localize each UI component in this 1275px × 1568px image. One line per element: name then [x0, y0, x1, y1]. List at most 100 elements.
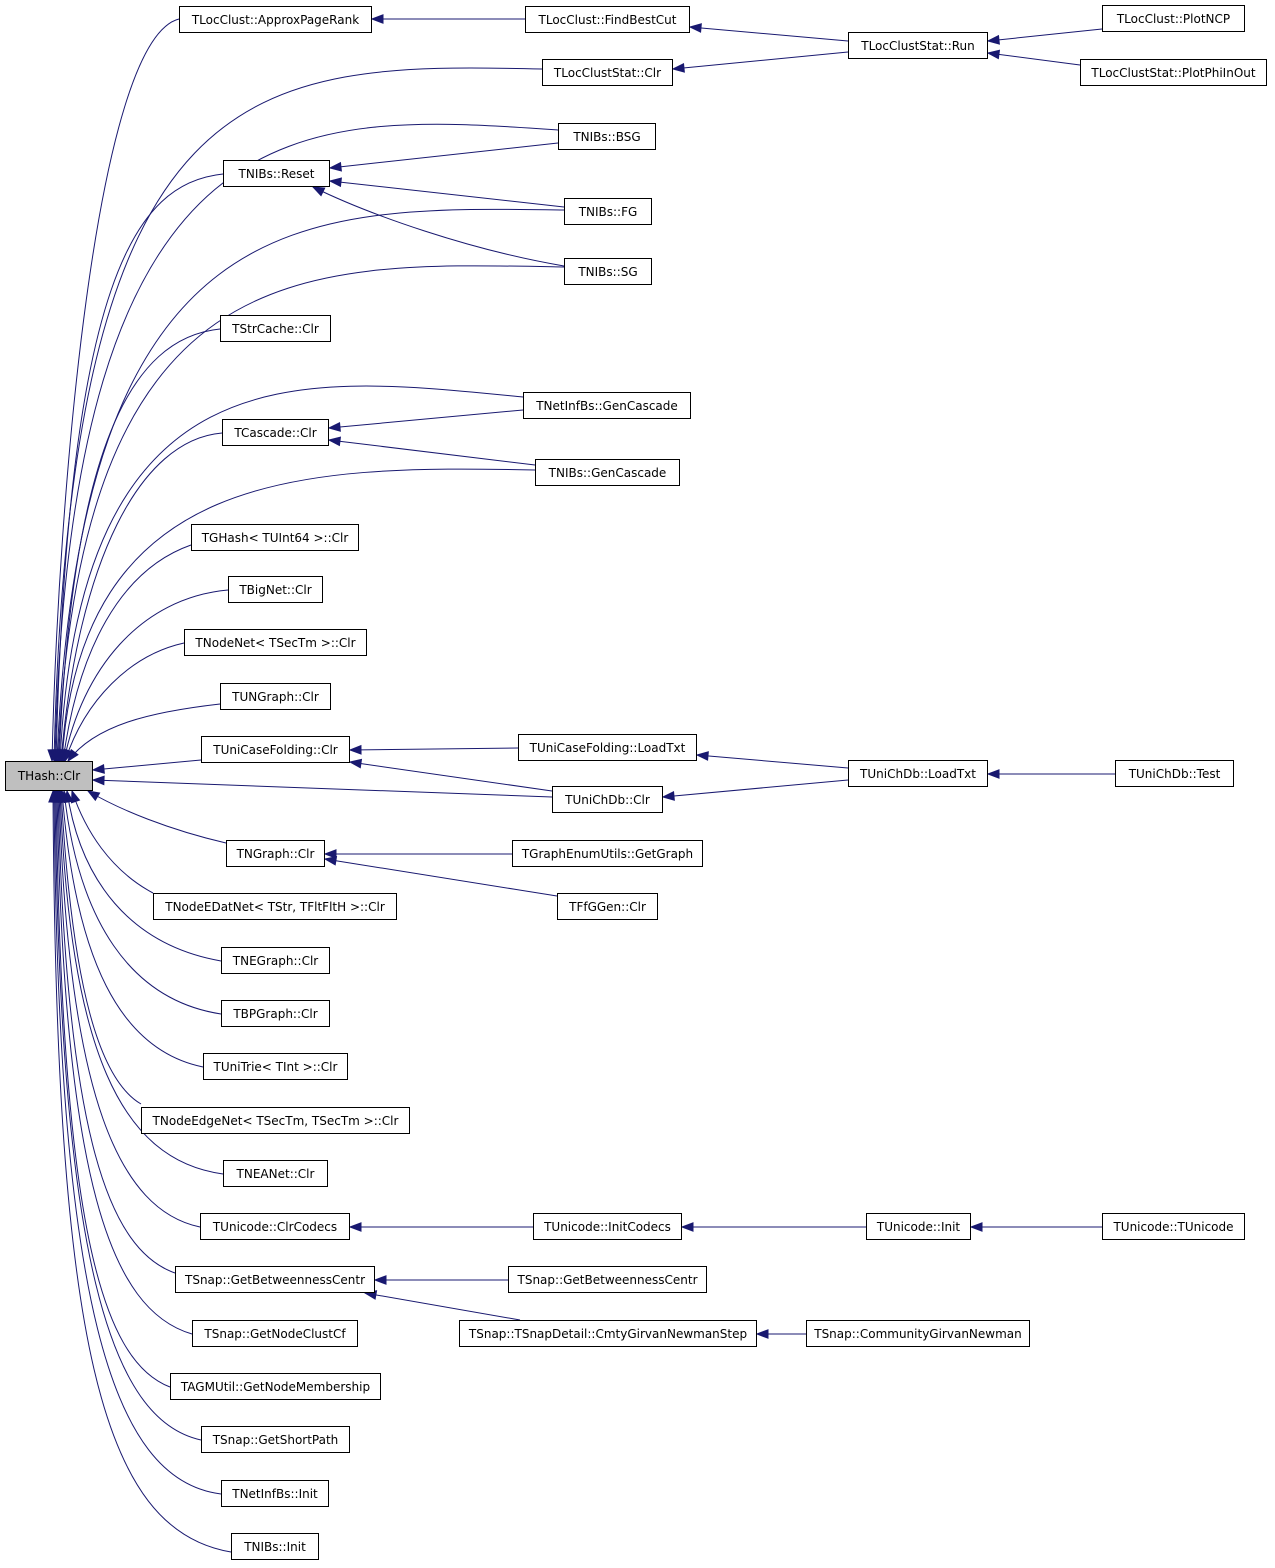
call-edge-negraph-to-root [63, 789, 222, 962]
call-edge-cmtystep-to-getbtw1 [363, 1290, 521, 1321]
call-edge-cmtygn-to-cmtystep [755, 1329, 806, 1339]
function-node-cmtystep[interactable]: TSnap::TSnapDetail::CmtyGirvanNewmanStep [459, 1320, 757, 1347]
call-edge-unicf-to-root [91, 759, 202, 774]
edge-line [71, 790, 154, 894]
call-edge-ngraph-to-root [86, 790, 227, 844]
arrow-head-icon [328, 177, 342, 188]
call-edge-nibsgen-to-root [57, 468, 536, 763]
call-edge-bsg-to-reset [328, 142, 559, 172]
edge-line [61, 790, 204, 1068]
arrow-head-icon [311, 186, 326, 197]
edge-line [60, 432, 223, 762]
arrow-head-icon [67, 748, 79, 763]
edge-line [54, 790, 202, 1441]
function-node-bignet[interactable]: TBigNet::Clr [228, 576, 323, 603]
arrow-head-icon [86, 790, 101, 802]
function-node-ungraph[interactable]: TUNGraph::Clr [220, 683, 331, 710]
function-node-uclrcodecs[interactable]: TUnicode::ClrCodecs [200, 1213, 350, 1240]
function-node-ngraph[interactable]: TNGraph::Clr [226, 840, 325, 867]
edge-line [58, 328, 221, 762]
function-node-lcsclr[interactable]: TLocClustStat::Clr [542, 59, 673, 86]
arrow-head-icon [688, 23, 702, 33]
call-edge-unichdbclr-to-root [91, 775, 553, 798]
edge-line [56, 790, 193, 1335]
edge-line [672, 51, 849, 70]
function-node-fg[interactable]: TNIBs::FG [564, 198, 652, 225]
edge-line [328, 409, 524, 429]
edge-line [59, 385, 524, 762]
edge-line [324, 858, 558, 897]
arrow-head-icon [91, 775, 105, 786]
call-edge-getgraph-to-ngraph [323, 849, 512, 859]
edge-line [662, 779, 849, 798]
edge-line [329, 180, 565, 208]
edge-line [63, 790, 222, 1015]
function-node-negraph[interactable]: TNEGraph::Clr [221, 947, 330, 974]
function-node-netinfinit[interactable]: TNetInfBs::Init [221, 1480, 329, 1507]
function-node-nodenet[interactable]: TNodeNet< TSecTm >::Clr [184, 629, 367, 656]
function-node-unichdbclr[interactable]: TUniChDb::Clr [552, 786, 663, 813]
call-edge-reset-to-root [51, 173, 224, 763]
function-node-uctor[interactable]: TUnicode::TUnicode [1102, 1213, 1245, 1240]
call-edge-lcsrun-to-findbestcut [688, 23, 849, 42]
arrow-head-icon [327, 422, 341, 432]
edge-line [51, 18, 180, 762]
function-node-getbtw1[interactable]: TSnap::GetBetweennessCentr [175, 1266, 375, 1293]
function-node-unicfload[interactable]: TUniCaseFolding::LoadTxt [518, 734, 697, 761]
function-node-uinit[interactable]: TUnicode::Init [866, 1213, 971, 1240]
function-node-bpgraph[interactable]: TBPGraph::Clr [221, 1000, 330, 1027]
function-node-reset[interactable]: TNIBs::Reset [223, 160, 330, 187]
function-node-cmtygn[interactable]: TSnap::CommunityGirvanNewman [806, 1320, 1030, 1347]
function-node-ffggen[interactable]: TFfGGen::Clr [557, 893, 658, 920]
function-node-findbestcut[interactable]: TLocClust::FindBestCut [525, 6, 690, 33]
function-node-nodeedge[interactable]: TNodeEdgeNet< TSecTm, TSecTm >::Clr [141, 1107, 410, 1134]
arrow-head-icon [986, 34, 1000, 45]
call-edge-fg-to-root [52, 208, 565, 763]
function-node-unicf[interactable]: TUniCaseFolding::Clr [201, 736, 350, 763]
function-node-nodeclust[interactable]: TSnap::GetNodeClustCf [192, 1320, 358, 1347]
function-node-lcsrun[interactable]: TLocClustStat::Run [848, 32, 988, 59]
call-edge-nodeedge-to-root [56, 789, 142, 1105]
edge-line [63, 589, 229, 762]
function-node-nibsinit[interactable]: TNIBs::Init [231, 1533, 319, 1560]
edge-line [92, 779, 553, 798]
edge-line [364, 1292, 521, 1321]
call-edge-netinfgen-to-cascade [327, 409, 524, 432]
function-node-unichdbload[interactable]: TUniChDb::LoadTxt [848, 760, 988, 787]
function-node-unichdbtest[interactable]: TUniChDb::Test [1115, 760, 1234, 787]
edge-line [329, 142, 559, 169]
function-node-getbtw2[interactable]: TSnap::GetBetweennessCentr [508, 1266, 707, 1293]
function-node-plotncp[interactable]: TLocClust::PlotNCP [1102, 5, 1245, 32]
function-node-unitrie[interactable]: TUniTrie< TInt >::Clr [203, 1053, 348, 1080]
function-node-netinfgen[interactable]: TNetInfBs::GenCascade [523, 392, 691, 419]
function-node-bsg[interactable]: TNIBs::BSG [558, 123, 656, 150]
call-edge-unichdbclr-to-unicf [348, 758, 553, 792]
function-node-sg[interactable]: TNIBs::SG [564, 258, 652, 285]
arrow-head-icon [48, 789, 58, 803]
function-node-approxpr[interactable]: TLocClust::ApproxPageRank [179, 6, 372, 33]
call-edge-approxpr-to-root [47, 18, 180, 763]
edge-line [54, 123, 559, 762]
arrow-head-icon [969, 1222, 983, 1232]
function-node-shortpath[interactable]: TSnap::GetShortPath [201, 1426, 350, 1453]
arrow-head-icon [661, 791, 675, 801]
function-node-nedat[interactable]: TNodeEDatNet< TStr, TFltFltH >::Clr [153, 893, 397, 920]
function-node-agm[interactable]: TAGMUtil::GetNodeMembership [170, 1373, 381, 1400]
edge-line [59, 790, 224, 1175]
function-node-nibsgen[interactable]: TNIBs::GenCascade [535, 459, 680, 486]
function-node-getgraph[interactable]: TGraphEnumUtils::GetGraph [512, 840, 703, 867]
function-node-ghash[interactable]: TGHash< TUInt64 >::Clr [191, 524, 359, 551]
arrow-head-icon [348, 758, 363, 769]
function-node-uinitcodecs[interactable]: TUnicode::InitCodecs [533, 1213, 682, 1240]
arrow-head-icon [755, 1329, 769, 1339]
edge-line [62, 544, 192, 762]
call-edge-findbestcut-to-approxpr [370, 14, 525, 24]
function-node-plotphi[interactable]: TLocClustStat::PlotPhiInOut [1080, 59, 1267, 86]
call-edge-uctor-to-uinit [969, 1222, 1102, 1232]
function-node-strcache[interactable]: TStrCache::Clr [220, 315, 331, 342]
function-node-cascade[interactable]: TCascade::Clr [222, 419, 329, 446]
function-node-neanet[interactable]: TNEANet::Clr [223, 1160, 328, 1187]
arrow-head-icon [373, 1275, 387, 1285]
arrow-head-icon [348, 1222, 362, 1232]
